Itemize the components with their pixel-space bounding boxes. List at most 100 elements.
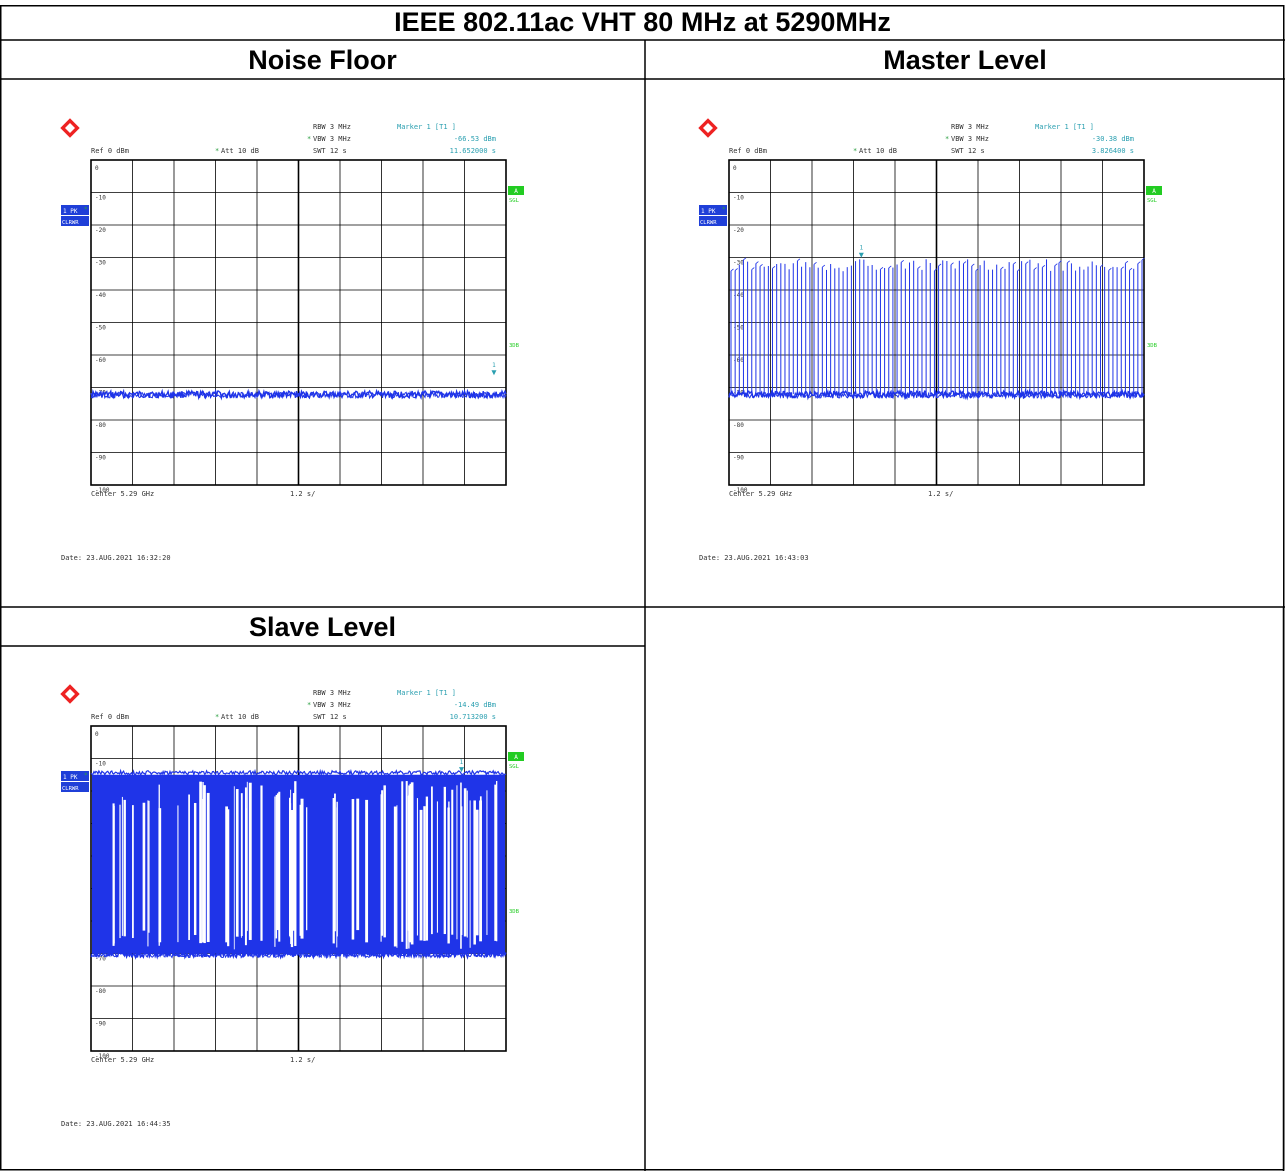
burst-cap (1017, 268, 1021, 272)
attenuation-label: Att 10 dB (221, 147, 259, 155)
right-badge-sgl: SGL (509, 764, 520, 770)
y-tick-label: 0 (95, 731, 99, 738)
rbw-label: RBW 3 MHz (313, 123, 351, 131)
y-tick-label: -20 (95, 227, 106, 234)
traffic-gap (119, 804, 121, 939)
traffic-gap (245, 788, 247, 938)
traffic-gap (299, 804, 302, 936)
traffic-gap (495, 780, 498, 942)
y-tick-label: -60 (95, 357, 106, 364)
traffic-gap (393, 806, 397, 947)
traffic-gap (408, 794, 410, 949)
traffic-gap (486, 790, 488, 935)
traffic-top-edge (90, 768, 507, 777)
capture-date: Date: 23.AUG.2021 16:43:03 (699, 554, 809, 562)
traffic-gap (275, 794, 278, 939)
burst-cap (730, 268, 734, 272)
page-title: IEEE 802.11ac VHT 80 MHz at 5290MHz (394, 7, 891, 37)
logo-inner (65, 123, 75, 133)
traffic-gap (260, 785, 263, 941)
center-frequency-label: Center 5.29 GHz (729, 490, 792, 498)
y-tick-label: -80 (95, 988, 106, 995)
marker-1-icon (458, 767, 464, 773)
traffic-gap (436, 801, 438, 933)
burst-cap (743, 257, 747, 261)
marker-1-label: 1 (492, 362, 496, 369)
right-badge-a-box (508, 752, 524, 761)
burst-cap (1100, 264, 1104, 267)
right-badge-3db: 3DB (1147, 343, 1158, 349)
y-tick-label: -90 (95, 455, 106, 462)
trace-badge-box (699, 205, 727, 215)
burst-cap (934, 268, 938, 272)
traffic-gap (336, 801, 338, 937)
burst-cap (1137, 261, 1141, 264)
marker-level: -30.38 dBm (1092, 135, 1134, 143)
trace-badge-box-2 (699, 216, 727, 226)
x-division-label: 1.2 s/ (928, 490, 953, 498)
right-badge-3db: 3DB (509, 909, 520, 915)
marker-title: Marker 1 [T1 ] (397, 123, 456, 131)
noise-trace-2 (728, 390, 1145, 400)
noise-trace-2 (90, 390, 507, 400)
traffic-gap (405, 781, 408, 949)
capture-date: Date: 23.AUG.2021 16:44:35 (61, 1120, 171, 1128)
trace-badge-box (61, 205, 89, 215)
traffic-gap (306, 807, 308, 931)
traffic-gap (227, 809, 230, 947)
x-division-label: 1.2 s/ (290, 1056, 315, 1064)
burst-cap (950, 262, 954, 266)
capture-date: Date: 23.AUG.2021 16:32:20 (61, 554, 171, 562)
traffic-gap (132, 805, 134, 938)
traffic-gap (334, 793, 336, 932)
burst-cap (1054, 263, 1058, 266)
y-tick-label: -40 (95, 292, 106, 299)
y-tick-label: -100 (95, 487, 110, 494)
burst-cap (822, 264, 826, 268)
trace-series (90, 768, 507, 960)
vbw-label: VBW 3 MHz (313, 701, 351, 709)
rohde-schwarz-logo-icon (60, 684, 80, 704)
y-tick-label: -50 (733, 325, 744, 332)
att-asterisk-icon: * (853, 147, 857, 155)
burst-cap (975, 268, 979, 271)
traffic-gap (148, 800, 150, 933)
burst-cap (797, 258, 801, 262)
right-badge-a-box (508, 186, 524, 195)
traffic-gap (292, 793, 296, 931)
right-badge-a: A (514, 754, 518, 761)
traffic-gap (431, 786, 433, 935)
marker-level: -66.53 dBm (454, 135, 496, 143)
y-tick-label: -90 (733, 455, 744, 462)
vbw-asterisk-icon: * (307, 701, 311, 709)
traffic-gap (365, 799, 369, 943)
traffic-gap (448, 801, 450, 943)
y-tick-label: -50 (95, 325, 106, 332)
y-tick-label: -70 (95, 956, 106, 963)
burst-cap (1033, 267, 1037, 270)
traffic-gap (332, 798, 335, 944)
trace-badge-top: 1 PK (701, 208, 716, 215)
traffic-gap (396, 805, 398, 948)
traffic-gap (246, 808, 248, 932)
ref-level-label: Ref 0 dBm (91, 147, 129, 155)
traffic-gap (383, 785, 386, 938)
trace-badge-bottom: CLRWR (62, 786, 79, 792)
ref-level-label: Ref 0 dBm (91, 713, 129, 721)
trace-badge-top: 1 PK (63, 774, 78, 781)
traffic-gap (199, 781, 202, 944)
trace-badge-box-2 (61, 782, 89, 792)
traffic-gap (290, 810, 294, 948)
traffic-gap (233, 786, 235, 950)
burst-cap (755, 261, 759, 264)
attenuation-label: Att 10 dB (221, 713, 259, 721)
traffic-gap (475, 809, 479, 936)
traffic-gap (351, 799, 355, 940)
logo-inner (65, 689, 75, 699)
badge-asterisk-icon: * (84, 772, 88, 779)
vbw-asterisk-icon: * (945, 135, 949, 143)
traffic-gap (416, 798, 418, 936)
marker-title: Marker 1 [T1 ] (397, 689, 456, 697)
